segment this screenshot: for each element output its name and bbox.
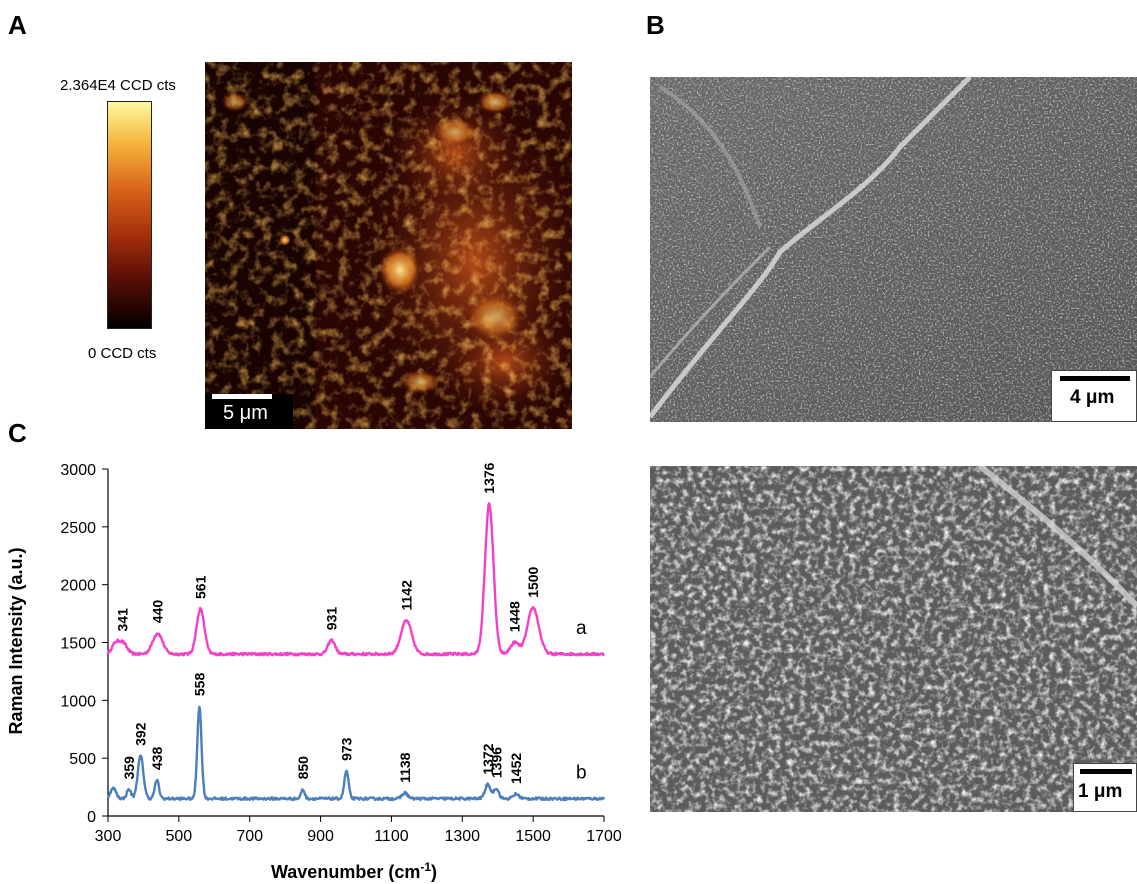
panel-label-c: C [8,418,27,448]
x-tick-label: 300 [95,828,122,845]
raman-intensity-map: 5 μm [205,62,595,429]
map-scalebar-line [212,394,272,399]
colorbar-min-label: 0 CCD cts [88,345,157,362]
colorbar-max-label: 2.364E4 CCD cts [60,77,176,94]
y-tick-label: 500 [69,751,96,768]
x-tick-label: 1700 [586,828,622,845]
peak-label: 1376 [481,462,497,493]
colorbar [107,101,152,329]
x-tick-label: 1300 [444,828,480,845]
peak-label: 440 [150,600,166,624]
x-tick-label: 900 [307,828,334,845]
series-b-label: b [576,763,587,784]
panel-label-b: B [646,10,665,40]
y-tick-label: 2500 [60,520,96,537]
y-tick-label: 1500 [60,636,96,653]
peak-label: 561 [193,575,209,599]
x-tick-label: 1500 [515,828,551,845]
raman-spectrum-chart: 300 500 700 900 1100 1300 1500 1700 0 500 1000 1500… [6,462,622,882]
peak-label: 341 [115,608,131,632]
peak-label: 850 [295,756,311,780]
peak-label: 1138 [397,752,413,783]
y-axis-title: Raman Intensity (a.u.) [6,547,26,734]
sem-bottom-scalebar: 1 μm [1073,763,1137,812]
peak-label: 931 [324,607,340,631]
series-a-line [106,502,606,657]
sem-image-low-magnification: 4 μm [650,77,1137,422]
y-tick-label: 0 [87,809,96,826]
sem-bottom-scalebar-label: 1 μm [1078,781,1123,802]
panel-label-a: A [8,10,27,40]
peak-label: 1372 [480,743,496,774]
peak-label: 359 [121,756,137,780]
peak-label: 1396 [488,747,504,778]
x-tick-label: 1100 [374,828,409,845]
x-axis-title: Wavenumber (cm-1) [271,860,437,882]
y-tick-label: 1000 [60,693,96,710]
peak-label: 392 [133,722,149,746]
peak-label: 1448 [507,601,523,632]
series-b-line [106,705,606,802]
map-scalebar [205,394,293,429]
peak-label: 1142 [398,580,414,611]
sem-image-high-magnification: 1 μm [650,466,1137,812]
peak-label: 1452 [508,753,524,784]
series-a-label: a [576,618,587,639]
y-tick-label: 3000 [60,462,96,479]
sem-top-scalebar-label: 4 μm [1070,387,1115,408]
peak-label: 438 [149,747,165,771]
x-tick-label: 500 [166,828,193,845]
x-axis-title-end: ) [431,862,437,882]
x-axis-title-sup: -1 [420,860,431,874]
y-tick-label: 2000 [60,578,96,595]
sem-top-scalebar: 4 μm [1051,370,1137,422]
x-axis-title-main: Wavenumber (cm [271,862,420,882]
peak-label: 558 [191,673,207,697]
map-scalebar-label: 5 μm [223,402,268,424]
peak-label: 1500 [525,566,541,597]
x-tick-label: 700 [236,828,263,845]
peak-label: 973 [338,737,354,761]
